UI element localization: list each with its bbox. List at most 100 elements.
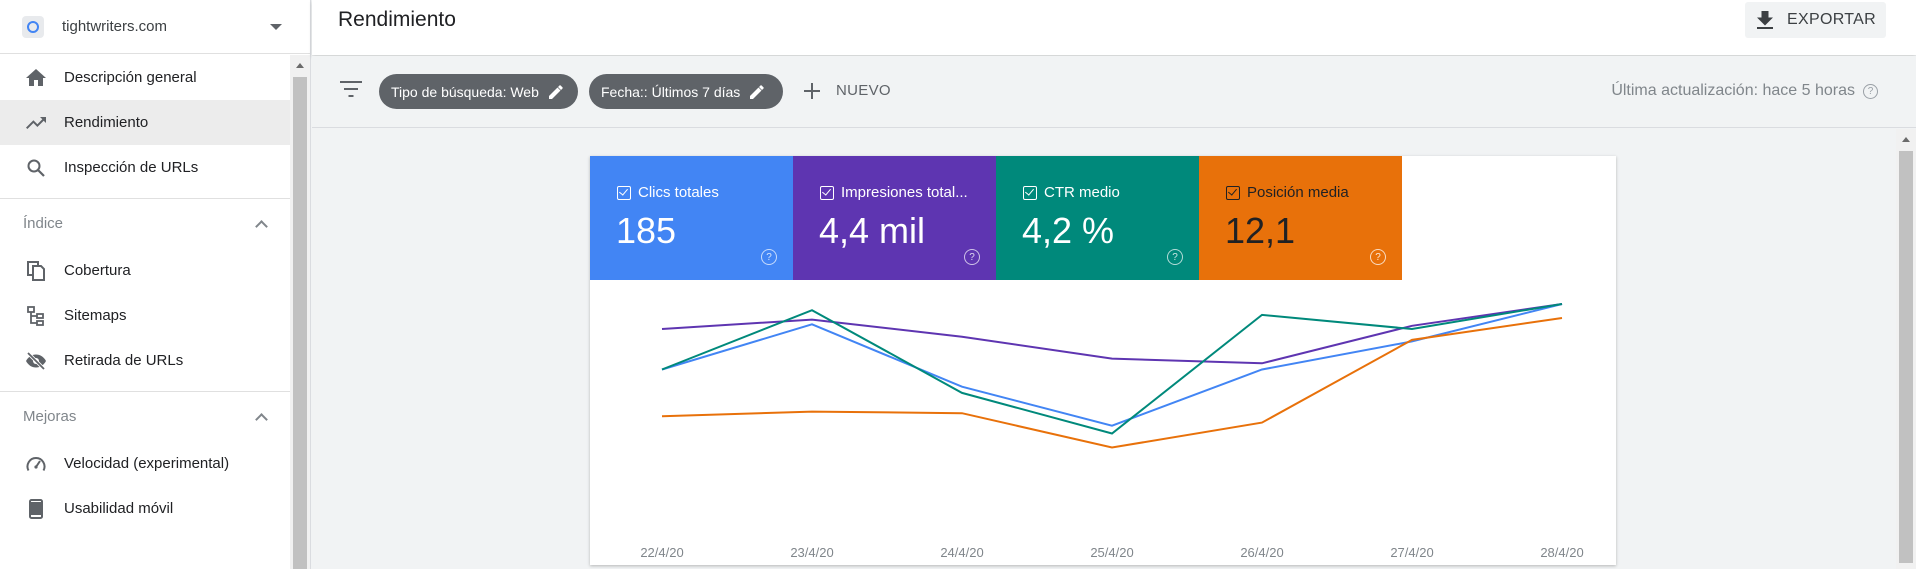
new-label: NUEVO	[836, 82, 891, 99]
metric-value: 12,1	[1225, 210, 1296, 251]
metric-label-row: CTR medio	[1023, 184, 1120, 201]
x-tick-label: 22/4/20	[640, 545, 683, 560]
metric-value: 4,4 mil	[819, 210, 926, 251]
series-line-1	[661, 303, 1563, 365]
sidebar: tightwriters.com Descripción general Ren…	[0, 0, 311, 569]
metric-label-row: Posición media	[1226, 184, 1349, 201]
sitemap-icon	[24, 304, 48, 328]
x-tick-label: 26/4/20	[1240, 545, 1283, 560]
metric-value: 185	[616, 210, 677, 251]
sidebar-item-label: Velocidad (experimental)	[64, 455, 230, 472]
main-scrollbar[interactable]	[1896, 129, 1916, 569]
sidebar-item-label: Descripción general	[64, 69, 197, 86]
smartphone-icon	[24, 497, 48, 521]
x-tick-label: 23/4/20	[790, 545, 833, 560]
scroll-up-icon[interactable]	[296, 63, 304, 68]
edit-icon[interactable]	[750, 84, 765, 99]
section-enhancements-header[interactable]: Mejoras	[0, 391, 290, 441]
filter-bar: Tipo de búsqueda: Web Fecha:: Últimos 7 …	[312, 56, 1916, 128]
scrollbar-thumb[interactable]	[293, 77, 307, 569]
checkbox-icon[interactable]	[1023, 185, 1037, 200]
series-line-2	[661, 303, 1563, 435]
metric-total-clicks[interactable]: Clics totales 185 ?	[590, 156, 793, 280]
property-name: tightwriters.com	[62, 18, 168, 35]
chip-label: Tipo de búsqueda: Web	[391, 83, 539, 100]
scroll-up-icon[interactable]	[1902, 137, 1910, 142]
metric-label: CTR medio	[1044, 184, 1120, 201]
checkbox-icon[interactable]	[1226, 185, 1240, 200]
page-title: Rendimiento	[338, 8, 456, 31]
section-index-header[interactable]: Índice	[0, 198, 290, 248]
chevron-up-icon[interactable]	[255, 412, 268, 426]
metric-label: Impresiones total...	[841, 184, 968, 201]
page-header: Rendimiento EXPORTAR	[312, 0, 1916, 55]
metric-label-row: Impresiones total...	[820, 184, 968, 201]
export-label: EXPORTAR	[1787, 11, 1876, 28]
series-line-3	[661, 317, 1563, 449]
help-icon[interactable]: ?	[1167, 249, 1183, 265]
scrollbar-thumb[interactable]	[1899, 151, 1913, 563]
metric-total-impressions[interactable]: Impresiones total... 4,4 mil ?	[793, 156, 996, 280]
sidebar-item-coverage[interactable]: Cobertura	[0, 248, 290, 293]
export-button[interactable]: EXPORTAR	[1745, 2, 1886, 38]
edit-icon[interactable]	[548, 84, 563, 99]
sidebar-nav: Descripción general Rendimiento Inspecci…	[0, 55, 290, 531]
sidebar-item-performance[interactable]: Rendimiento	[0, 100, 290, 145]
x-tick-label: 25/4/20	[1090, 545, 1133, 560]
plus-icon	[804, 82, 820, 99]
home-icon	[24, 66, 48, 90]
speed-gauge-icon	[24, 452, 48, 476]
metric-average-position[interactable]: Posición media 12,1 ?	[1199, 156, 1402, 280]
chevron-up-icon[interactable]	[255, 219, 268, 233]
metric-label-row: Clics totales	[617, 184, 719, 201]
x-tick-label: 24/4/20	[940, 545, 983, 560]
help-icon[interactable]: ?	[1863, 83, 1878, 99]
metric-label: Posición media	[1247, 184, 1349, 201]
property-selector[interactable]: tightwriters.com	[0, 0, 310, 54]
sidebar-item-url-removal[interactable]: Retirada de URLs	[0, 338, 290, 383]
metric-average-ctr[interactable]: CTR medio 4,2 % ?	[996, 156, 1199, 280]
sidebar-item-label: Usabilidad móvil	[64, 500, 174, 517]
file-copy-icon	[24, 259, 48, 283]
section-title: Índice	[23, 215, 64, 232]
chip-label: Fecha:: Últimos 7 días	[601, 83, 741, 100]
filter-icon[interactable]	[340, 81, 362, 102]
sidebar-item-label: Inspección de URLs	[64, 159, 199, 176]
x-tick-label: 28/4/20	[1540, 545, 1583, 560]
sidebar-item-label: Sitemaps	[64, 307, 127, 324]
trending-up-icon	[24, 111, 48, 135]
help-icon[interactable]: ?	[1370, 249, 1386, 265]
new-filter-button[interactable]: NUEVO	[804, 82, 891, 99]
sidebar-item-speed[interactable]: Velocidad (experimental)	[0, 441, 290, 486]
sidebar-item-label: Cobertura	[64, 262, 131, 279]
help-icon[interactable]: ?	[964, 249, 980, 265]
last-update: Última actualización: hace 5 horas ?	[1611, 82, 1878, 100]
download-icon	[1757, 11, 1774, 29]
checkbox-icon[interactable]	[617, 185, 631, 200]
performance-card: Clics totales 185 ? Impresiones total...…	[590, 156, 1616, 565]
sidebar-item-label: Rendimiento	[64, 114, 149, 131]
section-title: Mejoras	[23, 408, 77, 425]
series-line-0	[661, 303, 1563, 427]
metric-tiles: Clics totales 185 ? Impresiones total...…	[590, 156, 1402, 280]
sidebar-item-label: Retirada de URLs	[64, 352, 184, 369]
checkbox-icon[interactable]	[820, 185, 834, 200]
metric-value: 4,2 %	[1022, 210, 1115, 251]
performance-chart: 22/4/20 23/4/20 24/4/20 25/4/20 26/4/20 27/4/…	[640, 303, 1584, 560]
last-update-text: Última actualización: hace 5 horas	[1611, 82, 1855, 99]
filter-chip-date[interactable]: Fecha:: Últimos 7 días	[589, 74, 783, 109]
sidebar-item-sitemaps[interactable]: Sitemaps	[0, 293, 290, 338]
sidebar-item-overview[interactable]: Descripción general	[0, 55, 290, 100]
metric-label: Clics totales	[638, 184, 719, 201]
help-icon[interactable]: ?	[761, 249, 777, 265]
sidebar-item-mobile-usability[interactable]: Usabilidad móvil	[0, 486, 290, 531]
eye-off-icon	[24, 349, 48, 373]
x-tick-label: 27/4/20	[1390, 545, 1433, 560]
sidebar-item-url-inspection[interactable]: Inspección de URLs	[0, 145, 290, 190]
filter-chip-search-type[interactable]: Tipo de búsqueda: Web	[379, 74, 578, 109]
search-icon	[24, 156, 48, 180]
globe-icon	[22, 15, 44, 38]
caret-down-icon[interactable]	[270, 23, 282, 30]
sidebar-scrollbar[interactable]	[290, 55, 310, 569]
